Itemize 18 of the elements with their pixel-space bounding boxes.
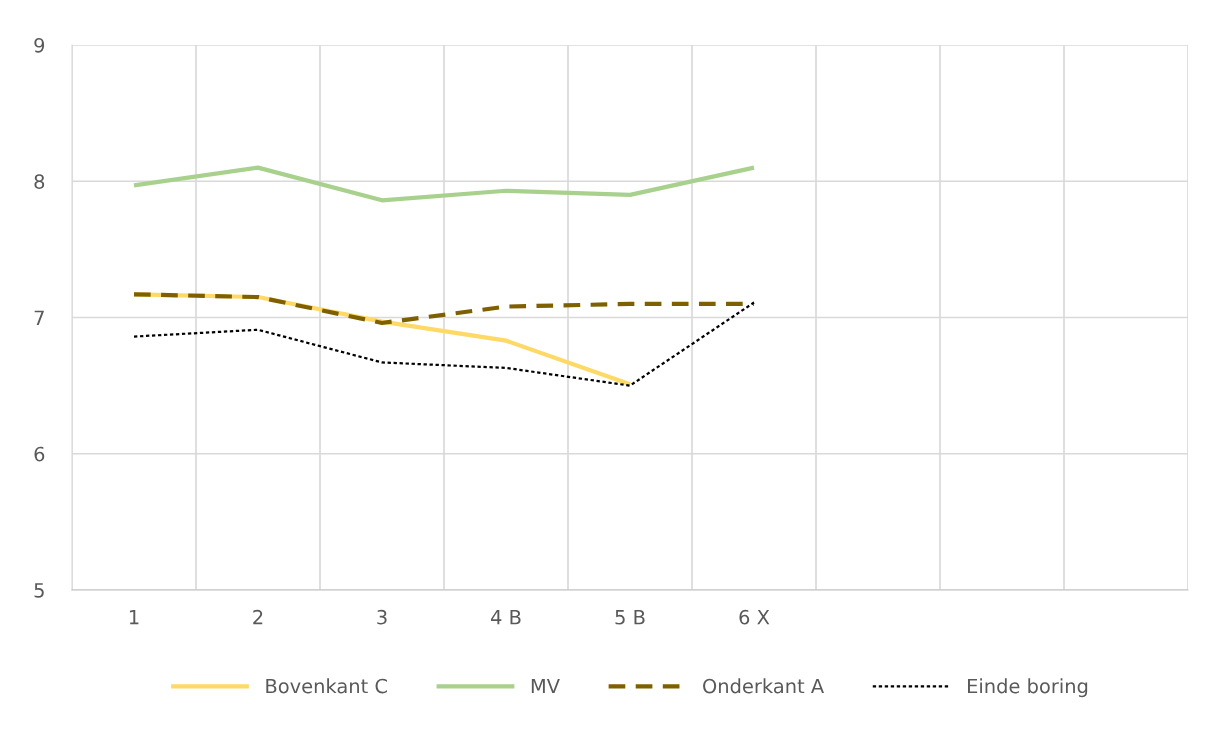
line-series bbox=[131, 165, 757, 203]
y-tick-label: 5 bbox=[34, 583, 44, 598]
x-tick-label: 2 bbox=[253, 609, 263, 625]
x-tick-label: 1 bbox=[129, 610, 139, 625]
x-tick-label: 3 bbox=[377, 609, 387, 625]
y-tick-label: 9 bbox=[34, 37, 45, 53]
legend-label: Einde boring bbox=[968, 678, 1088, 698]
x-tick-label: 6 X bbox=[739, 609, 770, 625]
x-tick-label: 4 B bbox=[491, 610, 521, 625]
line-series bbox=[132, 301, 756, 387]
legend-label: MV bbox=[531, 678, 560, 694]
y-tick-label: 6 bbox=[34, 446, 45, 462]
x-tick-label: 5 B bbox=[615, 610, 645, 625]
line-series bbox=[131, 292, 757, 326]
y-tick-label: 8 bbox=[34, 174, 45, 189]
legend-label: Onderkant A bbox=[703, 678, 824, 694]
legend-label: Bovenkant C bbox=[266, 678, 387, 694]
y-tick-label: 7 bbox=[34, 310, 44, 325]
